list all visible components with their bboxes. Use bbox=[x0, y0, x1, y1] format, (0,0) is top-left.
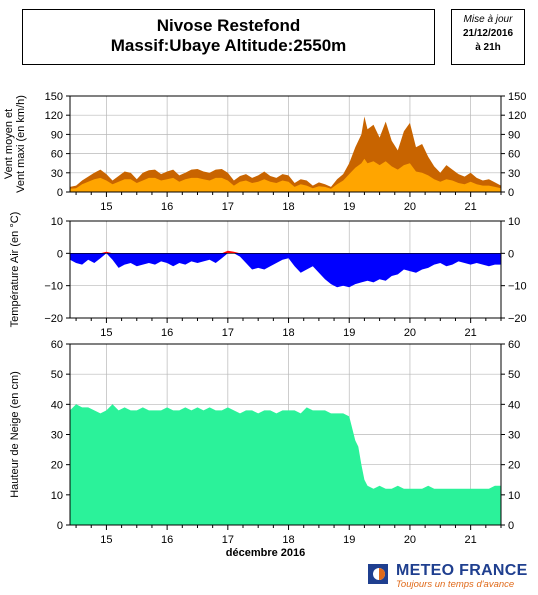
x-tick-label: 20 bbox=[404, 201, 416, 213]
y-tick-label-right: 150 bbox=[508, 91, 526, 103]
x-tick-label: 15 bbox=[100, 327, 112, 339]
y-tick-label-left: −10 bbox=[44, 281, 63, 293]
y-tick-label-right: 10 bbox=[508, 490, 520, 502]
x-tick-label: 21 bbox=[465, 534, 477, 546]
plot-frame bbox=[69, 220, 502, 319]
y-tick-label-left: 60 bbox=[51, 149, 63, 161]
x-tick-label: 16 bbox=[161, 201, 173, 213]
y-tick-label-right: 0 bbox=[508, 248, 514, 260]
x-tick-label: 18 bbox=[282, 201, 294, 213]
y-tick-label-right: 0 bbox=[508, 520, 514, 532]
x-tick-label: 18 bbox=[282, 534, 294, 546]
x-axis-label: décembre 2016 bbox=[226, 547, 306, 559]
y-tick-label-right: 10 bbox=[508, 216, 520, 228]
y-tick-label-right: 90 bbox=[508, 129, 520, 141]
y-tick-label-left: −20 bbox=[44, 313, 63, 325]
x-tick-label: 20 bbox=[404, 534, 416, 546]
x-tick-label: 17 bbox=[222, 534, 234, 546]
x-tick-label: 15 bbox=[100, 201, 112, 213]
x-tick-label: 21 bbox=[465, 327, 477, 339]
x-tick-label: 21 bbox=[465, 201, 477, 213]
update-time: à 21h bbox=[475, 42, 501, 53]
chart-panel-3: 0 0 10 10 20 20 30 30 40 40 50 50 60 60 15 16 17 18 19 20 21… bbox=[9, 339, 520, 559]
temperature-below-zero-area bbox=[70, 253, 501, 288]
y-tick-label-left: 90 bbox=[51, 129, 63, 141]
y-tick-label-right: 0 bbox=[508, 187, 514, 199]
y-tick-label-right: −10 bbox=[508, 281, 527, 293]
y-tick-label-right: 60 bbox=[508, 339, 520, 351]
title-box: Nivose Restefond Massif:Ubaye Altitude:2… bbox=[22, 9, 435, 65]
y-tick-label-left: 40 bbox=[51, 399, 63, 411]
y-tick-label-left: 30 bbox=[51, 168, 63, 180]
y-tick-label-right: 60 bbox=[508, 149, 520, 161]
x-tick-label: 20 bbox=[404, 327, 416, 339]
plot-frame bbox=[69, 95, 502, 193]
chart-panel-2: −20 −20 −10 −10 0 0 10 10 15 16 17 18 19 20 21 Températ… bbox=[9, 212, 527, 339]
x-tick-label: 19 bbox=[343, 534, 355, 546]
y-tick-label-left: 0 bbox=[57, 187, 63, 199]
wind-mean-area bbox=[70, 158, 501, 192]
y-axis-label: Température Air (en °C) bbox=[9, 212, 21, 328]
y-tick-label-left: 0 bbox=[57, 520, 63, 532]
y-tick-label-left: 10 bbox=[51, 216, 63, 228]
y-tick-label-right: 120 bbox=[508, 110, 526, 122]
y-tick-label-right: 30 bbox=[508, 430, 520, 442]
y-tick-label-left: 0 bbox=[57, 248, 63, 260]
chart-panel-1: 0 0 30 30 60 60 90 90 120 120 150 150 15 16 17 18 19 20 21… bbox=[3, 91, 526, 213]
meteo-france-logo: METEO FRANCE Toujours un temps d'avance bbox=[368, 562, 534, 592]
meteo-france-logo-icon bbox=[368, 564, 388, 584]
logo-name: METEO FRANCE bbox=[396, 562, 528, 579]
x-tick-label: 18 bbox=[282, 327, 294, 339]
update-box: Mise à jour 21/12/2016 à 21h bbox=[451, 9, 525, 65]
x-tick-label: 17 bbox=[222, 201, 234, 213]
update-label: Mise à jour bbox=[463, 14, 513, 25]
plot-area bbox=[70, 221, 501, 318]
y-tick-label-right: 50 bbox=[508, 369, 520, 381]
y-tick-label-left: 30 bbox=[51, 430, 63, 442]
station-subtitle: Massif:Ubaye Altitude:2550m bbox=[110, 36, 347, 55]
y-tick-label-left: 50 bbox=[51, 369, 63, 381]
y-tick-label-left: 120 bbox=[45, 110, 63, 122]
y-tick-label-left: 10 bbox=[51, 490, 63, 502]
x-tick-label: 19 bbox=[343, 201, 355, 213]
y-tick-label-left: 20 bbox=[51, 460, 63, 472]
y-tick-label-right: −20 bbox=[508, 313, 527, 325]
x-tick-label: 19 bbox=[343, 327, 355, 339]
x-tick-label: 16 bbox=[161, 534, 173, 546]
update-date: 21/12/2016 bbox=[462, 28, 514, 39]
y-tick-label-left: 150 bbox=[45, 91, 63, 103]
logo-tagline: Toujours un temps d'avance bbox=[396, 579, 515, 590]
x-tick-label: 15 bbox=[100, 534, 112, 546]
y-axis-label: Vent maxi (en km/h) bbox=[15, 95, 27, 193]
x-tick-label: 16 bbox=[161, 327, 173, 339]
station-title: Nivose Restefond bbox=[156, 16, 301, 35]
y-tick-label-right: 20 bbox=[508, 460, 520, 472]
y-tick-label-right: 30 bbox=[508, 168, 520, 180]
x-tick-label: 17 bbox=[222, 327, 234, 339]
y-axis-label: Vent moyen et bbox=[3, 109, 15, 179]
y-tick-label-left: 60 bbox=[51, 339, 63, 351]
y-axis-label: Hauteur de Neige (en cm) bbox=[9, 371, 21, 498]
snow-depth-area bbox=[70, 404, 501, 525]
y-tick-label-right: 40 bbox=[508, 399, 520, 411]
